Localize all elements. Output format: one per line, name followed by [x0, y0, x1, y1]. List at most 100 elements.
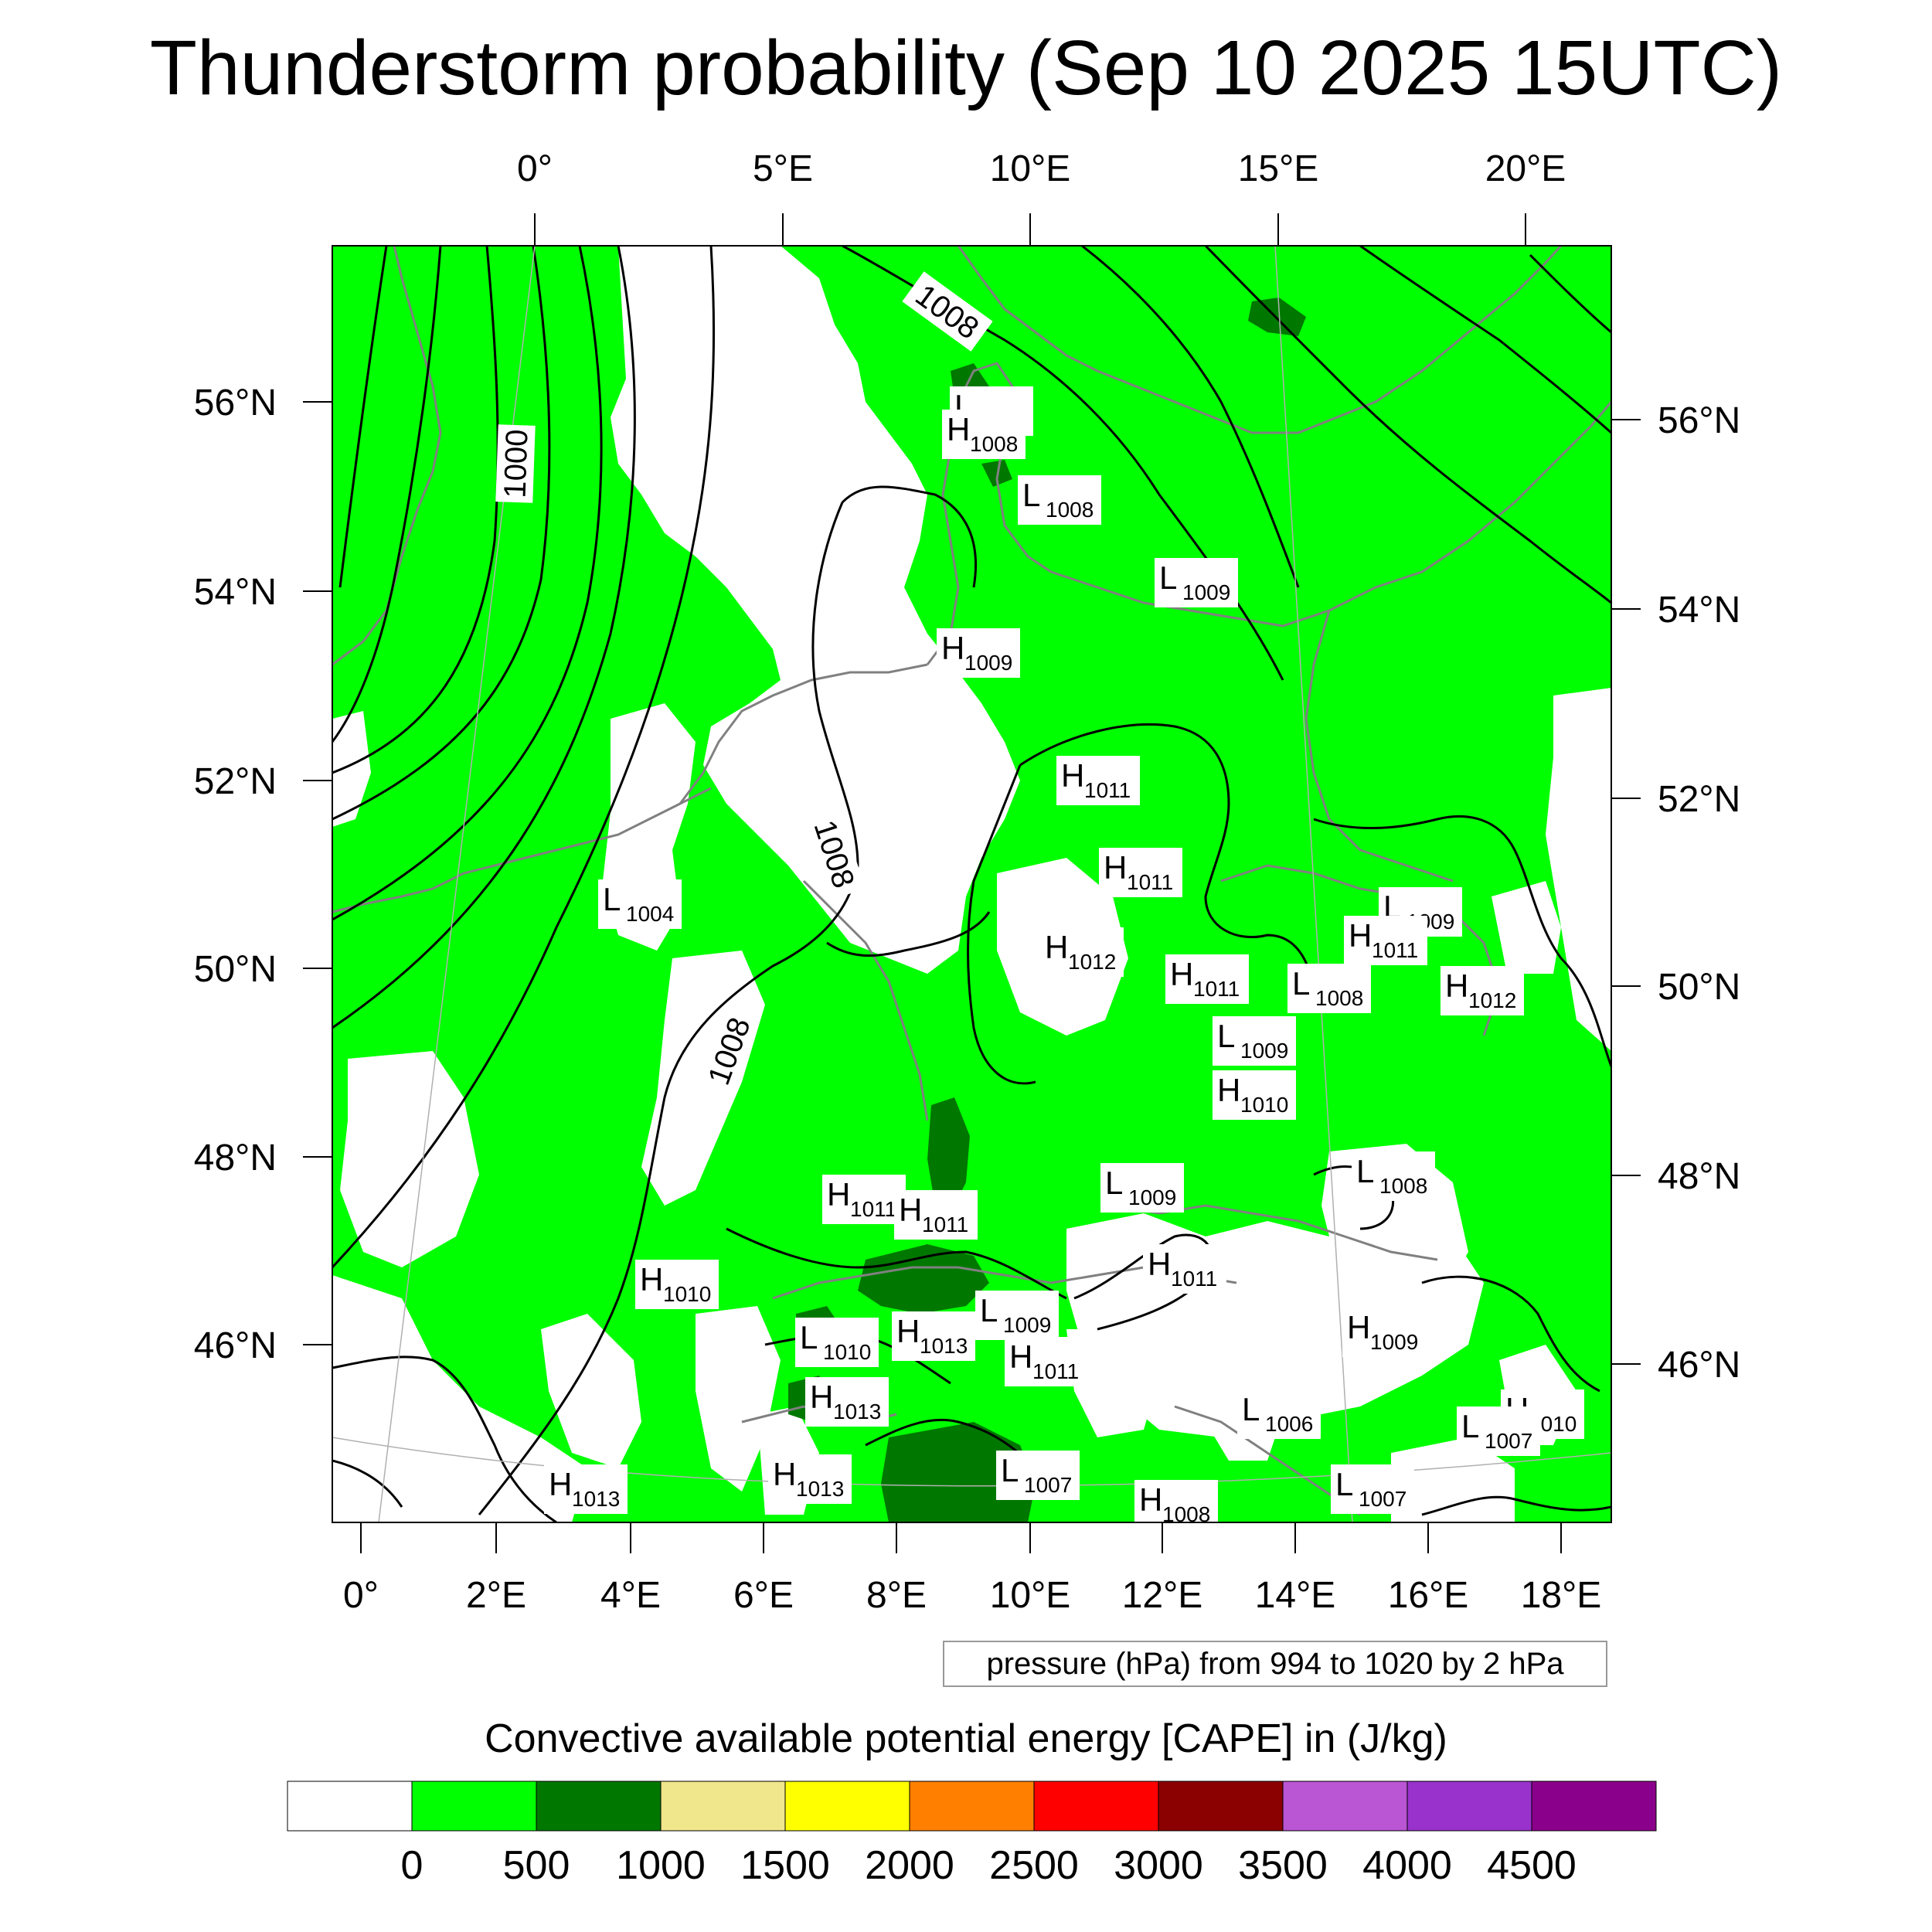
center-value: 1012	[1468, 988, 1516, 1012]
center-value: 1011	[1032, 1359, 1079, 1383]
center-type: L	[1335, 1466, 1353, 1502]
pressure-center: L 1004	[598, 879, 682, 929]
center-label-bg	[1457, 1406, 1540, 1456]
center-label-bg	[1331, 1464, 1414, 1514]
isobar-w5	[332, 246, 603, 921]
colorbar-tick-label: 2500	[989, 1843, 1079, 1888]
isobar-pl	[1313, 815, 1611, 1067]
center-value: 1008	[1046, 498, 1094, 522]
right-lat-label: 52°N	[1658, 779, 1740, 820]
center-value: 1007	[1485, 1429, 1532, 1453]
center-type: H	[773, 1456, 796, 1492]
center-value: 1013	[796, 1477, 844, 1501]
center-label-bg	[1352, 1151, 1435, 1201]
pressure-center: H 1013	[544, 1464, 628, 1514]
center-value: 1009	[1182, 580, 1230, 604]
top-lon-label: 15°E	[1238, 148, 1319, 189]
isobar-1008-c	[826, 911, 991, 957]
pressure-center: H 1013	[892, 1311, 975, 1361]
pressure-center: H 1011	[894, 1190, 978, 1240]
center-label-bg	[996, 1451, 1080, 1500]
center-type: L	[1356, 1153, 1374, 1189]
pressure-center: L 1009	[1100, 1163, 1184, 1213]
right-lat-label: 56°N	[1658, 400, 1740, 441]
czech-clear-area	[1492, 881, 1561, 974]
left-lat-label: 56°N	[194, 383, 277, 423]
center-type: H	[947, 411, 970, 447]
lyon-clear-area	[541, 1314, 641, 1468]
center-label-bg	[635, 1260, 719, 1309]
center-value: 1012	[1068, 950, 1116, 974]
isobar-label: 1000	[495, 424, 536, 503]
biscay-clear-area	[332, 1275, 587, 1522]
center-type: H	[1139, 1481, 1162, 1518]
center-type: H	[1349, 917, 1372, 954]
bottom-lon-label: 16°E	[1388, 1575, 1469, 1616]
darkgreen-poland-coast	[1248, 298, 1306, 336]
center-value: 1009	[1128, 1185, 1176, 1209]
center-type: L	[1461, 1408, 1479, 1444]
right-lat-label: 46°N	[1658, 1345, 1740, 1386]
pressure-center: H 1009	[937, 628, 1020, 678]
isobar-e1	[1421, 1275, 1600, 1393]
center-type: H	[941, 630, 964, 666]
bottom-lon-label: 4°E	[600, 1575, 661, 1616]
colorbar-title: Convective available potential energy [C…	[485, 1716, 1447, 1761]
center-label-bg	[1005, 1337, 1088, 1386]
center-type: H	[1217, 1072, 1240, 1108]
center-label-bg	[1213, 1016, 1296, 1066]
bottom-lon-label: 2°E	[466, 1575, 526, 1616]
contour-info-box: pressure (hPa) from 994 to 1020 by 2 hPa	[943, 1641, 1607, 1687]
center-type: L	[1022, 477, 1040, 513]
center-value: 1011	[1127, 870, 1173, 894]
isobar-n2	[1081, 246, 1300, 588]
center-value: 1011	[850, 1197, 896, 1221]
lon-line-15	[1274, 246, 1353, 1522]
center-label-bg	[795, 1318, 879, 1367]
center-label-bg	[1165, 954, 1249, 1004]
isobar-1000	[332, 246, 499, 774]
pressure-center: H 1012	[1440, 966, 1524, 1015]
colorbar-swatch	[1033, 1781, 1159, 1832]
center-type: L	[1217, 1018, 1235, 1054]
center-value: 1013	[572, 1487, 620, 1511]
pressure-center: L 1009	[1155, 558, 1238, 607]
bottom-lon-label: 6°E	[733, 1575, 794, 1616]
isobar-w4	[332, 246, 551, 821]
pressure-center: H 1009	[1342, 1308, 1426, 1357]
center-type: H	[1009, 1338, 1032, 1375]
low-countries-coast	[679, 663, 928, 804]
isobar-n5	[1529, 253, 1611, 334]
center-label-bg	[937, 628, 1020, 678]
adriatic-clear-area	[1391, 1437, 1515, 1522]
center-type: L	[800, 1319, 818, 1355]
center-value: 1011	[1084, 778, 1131, 802]
center-value: 1007	[1024, 1473, 1072, 1497]
pressure-center: L 1009	[975, 1291, 1059, 1340]
left-lat-label: 54°N	[194, 572, 277, 613]
colorbar-swatch	[1531, 1781, 1657, 1832]
center-type: H	[1061, 757, 1084, 794]
colorbar-swatch	[287, 1781, 413, 1832]
center-label-bg	[975, 1291, 1059, 1340]
po-valley-clear-area	[1066, 1329, 1159, 1437]
bottom-lon-label: 0°	[343, 1575, 379, 1616]
pressure-center: H 1011	[1099, 848, 1182, 897]
isobar-de2	[967, 764, 1036, 1085]
isobar-w6	[332, 246, 636, 1029]
denmark-outline	[926, 362, 1052, 665]
colorbar-tick-label: 0	[401, 1843, 423, 1888]
center-label-bg	[598, 879, 682, 929]
colorbar-tick-label: 3000	[1114, 1843, 1203, 1888]
center-value: 1008	[1162, 1502, 1210, 1526]
poland-border	[1304, 610, 1454, 883]
center-label-bg	[1342, 1308, 1426, 1357]
center-type: L	[980, 1292, 998, 1328]
svg-text:1000: 1000	[498, 429, 534, 498]
center-label-bg	[1344, 916, 1427, 965]
bottom-lon-label: 14°E	[1255, 1575, 1336, 1616]
center-value: 1009	[964, 651, 1012, 675]
center-value: 1010	[823, 1340, 871, 1364]
